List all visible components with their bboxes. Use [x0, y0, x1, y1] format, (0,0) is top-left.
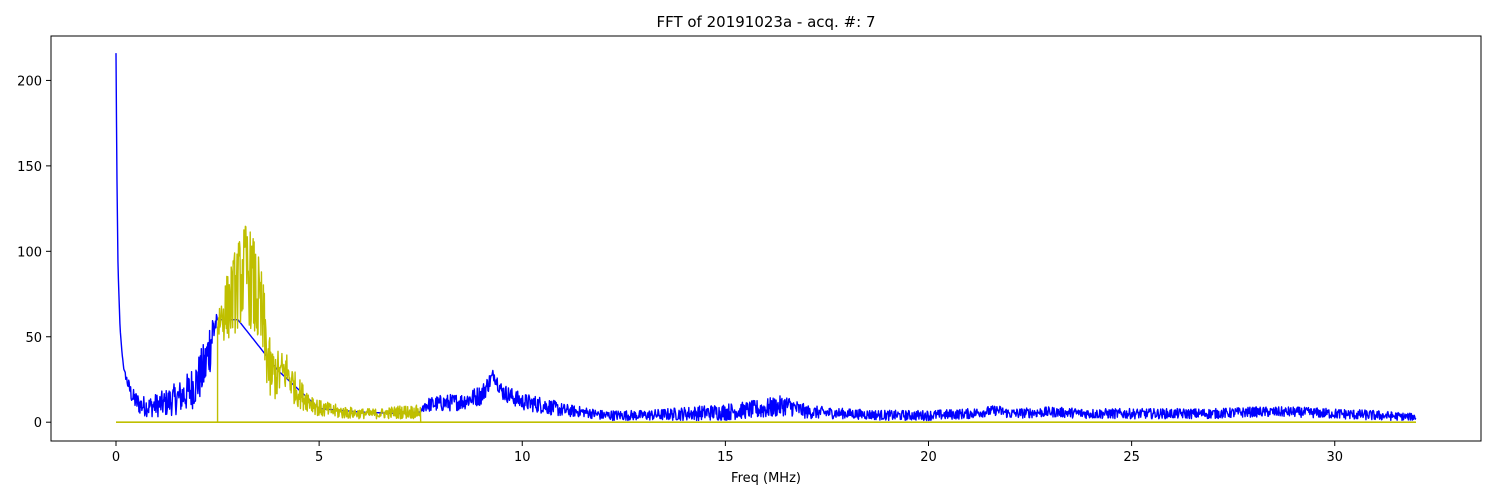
- plot-area: [115, 53, 1417, 424]
- x-tick-label: 15: [717, 450, 734, 465]
- series-layer: [115, 53, 1417, 424]
- y-axis: 0 50 100 150 200: [17, 74, 51, 431]
- y-tick-label: 0: [34, 416, 42, 431]
- chart-title: FFT of 20191023a - acq. #: 7: [656, 13, 875, 31]
- y-tick-label: 200: [17, 74, 42, 89]
- y-tick-label: 50: [25, 331, 42, 346]
- x-axis: 0 5 10 15 20 25 30: [112, 441, 1343, 465]
- x-axis-title: Freq (MHz): [731, 471, 801, 486]
- x-tick-label: 5: [315, 450, 323, 465]
- y-tick-label: 100: [17, 245, 42, 260]
- x-tick-label: 10: [514, 450, 531, 465]
- y-tick-label: 150: [17, 160, 42, 175]
- spectrum-series-line: [115, 53, 1417, 422]
- band-series-line: [216, 225, 422, 423]
- x-tick-label: 25: [1123, 450, 1140, 465]
- plot-frame: [50, 35, 1482, 442]
- x-tick-label: 30: [1326, 450, 1343, 465]
- x-tick-label: 20: [920, 450, 937, 465]
- x-tick-label: 0: [112, 450, 120, 465]
